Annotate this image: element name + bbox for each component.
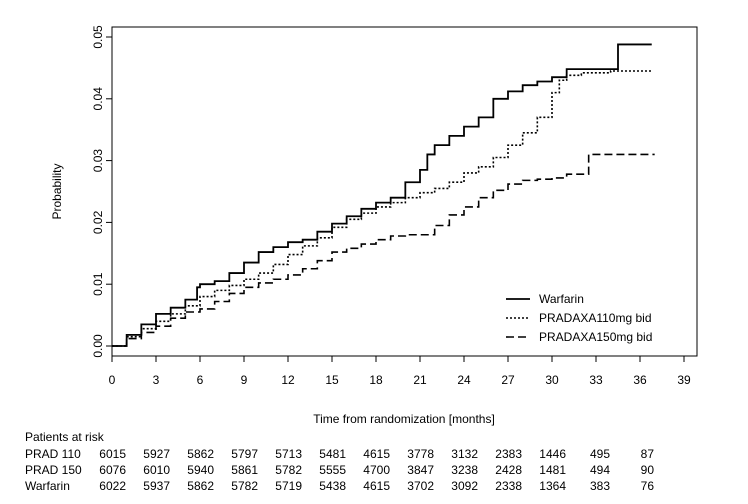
risk-cell: 3132: [451, 447, 478, 461]
risk-cell: 90: [640, 463, 654, 477]
risk-cell: 6015: [99, 447, 126, 461]
series-lines: [112, 43, 655, 347]
x-tick-label: 3: [153, 373, 160, 387]
x-tick-label: 18: [369, 373, 383, 387]
risk-cell: 5927: [143, 447, 170, 461]
x-tick-label: 21: [413, 373, 427, 387]
risk-cell: 4700: [363, 463, 390, 477]
risk-cell: 6010: [143, 463, 170, 477]
risk-cell: 87: [640, 447, 654, 461]
risk-cell: 5782: [275, 463, 302, 477]
x-axis: 0 3 6 9 12 15 18 21 24 27 30 33 36 39: [109, 356, 691, 387]
risk-cell: 3702: [407, 479, 434, 493]
risk-cell: 4615: [363, 447, 390, 461]
series-line-2: [112, 153, 655, 347]
risk-cell: 2428: [495, 463, 522, 477]
risk-cell: 5438: [319, 479, 346, 493]
x-tick-label: 15: [325, 373, 339, 387]
risk-cell: 494: [589, 463, 610, 477]
risk-cell: 76: [640, 479, 654, 493]
plot-frame: [111, 26, 698, 357]
y-tick-label: 0.01: [91, 272, 105, 296]
risk-cell: 3238: [451, 463, 478, 477]
risk-cell: 5937: [143, 479, 170, 493]
risk-cell: 3092: [451, 479, 478, 493]
x-tick-label: 36: [633, 373, 647, 387]
risk-cell: 495: [589, 447, 610, 461]
risk-cell: 1481: [539, 463, 566, 477]
risk-cell: 6022: [99, 479, 126, 493]
risk-cell: 5555: [319, 463, 346, 477]
risk-cell: 5797: [231, 447, 258, 461]
x-tick-label: 12: [281, 373, 295, 387]
legend: Warfarin PRADAXA110mg bid PRADAXA150mg bid: [506, 292, 652, 344]
risk-row-label: PRAD 150: [25, 463, 82, 477]
risk-cell: 3847: [407, 463, 434, 477]
risk-cell: 4615: [363, 479, 390, 493]
risk-cell: 3778: [407, 447, 434, 461]
risk-cell: 2383: [495, 447, 522, 461]
y-tick-label: 0.03: [91, 149, 105, 173]
legend-label: PRADAXA110mg bid: [539, 311, 652, 325]
y-tick-label: 0.04: [91, 87, 105, 111]
risk-cell: 5782: [231, 479, 258, 493]
risk-row-label: Warfarin: [25, 479, 70, 493]
risk-cell: 5713: [275, 447, 302, 461]
y-tick-label: 0.02: [91, 210, 105, 234]
risk-cell: 1446: [539, 447, 566, 461]
risk-cell: 5481: [319, 447, 346, 461]
risk-cell: 383: [589, 479, 610, 493]
risk-row-label: PRAD 110: [25, 447, 81, 461]
risk-cell: 5719: [275, 479, 302, 493]
y-axis: 0.00 0.01 0.02 0.03 0.04 0.05: [91, 25, 112, 358]
x-axis-title: Time from randomization [months]: [313, 412, 495, 426]
risk-cell: 5861: [231, 463, 258, 477]
risk-cell: 1364: [539, 479, 566, 493]
x-tick-label: 33: [589, 373, 603, 387]
y-axis-title: Probability: [50, 163, 64, 219]
x-tick-label: 0: [109, 373, 116, 387]
legend-label: PRADAXA150mg bid: [539, 330, 652, 344]
risk-cell: 5862: [187, 479, 214, 493]
y-tick-label: 0.00: [91, 334, 105, 358]
legend-label: Warfarin: [539, 292, 584, 306]
risk-cell: 5940: [187, 463, 214, 477]
x-tick-label: 39: [677, 373, 691, 387]
x-tick-label: 27: [501, 373, 515, 387]
series-line-0: [112, 43, 652, 347]
x-tick-label: 9: [241, 373, 248, 387]
risk-cell: 2338: [495, 479, 522, 493]
y-tick-label: 0.05: [91, 25, 105, 49]
risk-cell: 5862: [187, 447, 214, 461]
risk-table-title: Patients at risk: [25, 430, 104, 444]
x-tick-label: 6: [197, 373, 204, 387]
series-line-1: [112, 70, 652, 347]
x-tick-label: 24: [457, 373, 471, 387]
x-tick-label: 30: [545, 373, 559, 387]
risk-cell: 6076: [99, 463, 126, 477]
